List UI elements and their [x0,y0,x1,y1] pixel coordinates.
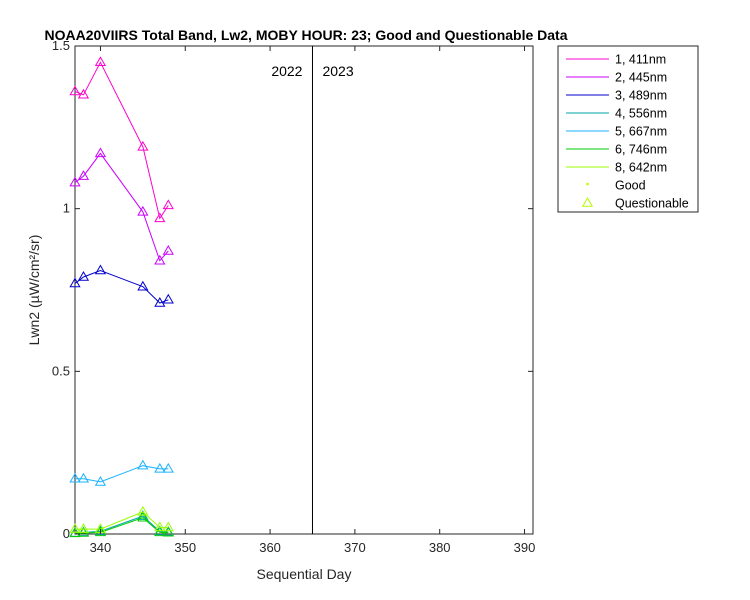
questionable-marker [162,199,174,210]
questionable-marker [69,85,81,96]
legend-box [557,45,699,213]
questionable-marker [137,280,149,291]
legend-label: 8, 642nm [615,161,667,175]
questionable-marker [77,88,90,99]
y-tick-label: 0.5 [52,363,70,378]
series-line [75,511,169,530]
legend-label: 2, 445nm [615,71,667,85]
questionable-marker [94,475,107,486]
questionable-marker [162,526,174,537]
questionable-marker [154,462,166,473]
x-axis-label: Sequential Day [257,566,352,582]
questionable-marker [69,472,81,483]
questionable-marker [162,462,174,473]
series-line [74,269,169,304]
x-tick-label: 380 [429,540,451,555]
questionable-marker [154,297,166,307]
x-tick-label: 340 [90,540,112,555]
axis-ticks: 340 350 360 370 380 390 0 0.5 1 1.5 [52,38,535,555]
plot-marks [69,46,313,538]
questionable-marker [94,56,107,67]
questionable-marker [77,523,90,533]
legend-good-marker [586,182,589,186]
questionable-marker [137,511,149,522]
x-tick-label: 350 [174,540,196,555]
questionable-marker [154,212,166,223]
legend-questionable-marker [581,196,594,207]
questionable-marker [137,140,149,151]
y-tick-label: 1 [63,201,70,216]
x-tick-label: 360 [259,540,281,555]
year-label-right: 2023 [322,63,353,79]
series-line [75,465,169,483]
legend-label: 3, 489nm [615,89,667,103]
x-tick-label: 370 [344,540,366,555]
legend-questionable-label: Questionable [615,197,689,211]
plot-axes [74,45,534,535]
questionable-marker [77,170,90,180]
questionable-marker [94,147,107,158]
legend-label: 5, 667nm [615,125,667,139]
questionable-marker [94,264,107,275]
questionable-marker [154,254,166,265]
y-axis-label: Lwn2 (µW/cm²/sr) [26,235,42,346]
y-tick-label: 1.5 [52,38,70,53]
questionable-marker [69,523,81,533]
questionable-marker [77,472,90,483]
questionable-marker [137,459,149,470]
questionable-marker [154,521,166,532]
questionable-marker [137,205,149,216]
plot-frame [74,45,534,535]
questionable-marker [162,244,174,255]
questionable-marker [154,526,166,537]
legend-label: 6, 746nm [615,143,667,157]
questionable-marker [162,521,174,532]
series-line [74,517,169,534]
legend-label: 1, 411nm [615,53,666,67]
questionable-marker [137,505,149,516]
questionable-marker [77,270,90,281]
y-tick-label: 0 [63,526,70,541]
chart-title: NOAA20VIIRS Total Band, Lw2, MOBY HOUR: … [45,27,568,43]
questionable-marker [69,176,81,187]
legend-label: 4, 556nm [615,107,667,121]
legend-good-label: Good [615,179,646,193]
year-label-left: 2022 [271,63,302,79]
questionable-marker [94,526,107,537]
legend: 1, 411nm 2, 445nm 3, 489nm 4, 556nm 5, 667nm… [557,45,699,213]
x-tick-label: 390 [514,540,536,555]
questionable-marker [69,277,81,288]
questionable-marker [162,293,174,304]
